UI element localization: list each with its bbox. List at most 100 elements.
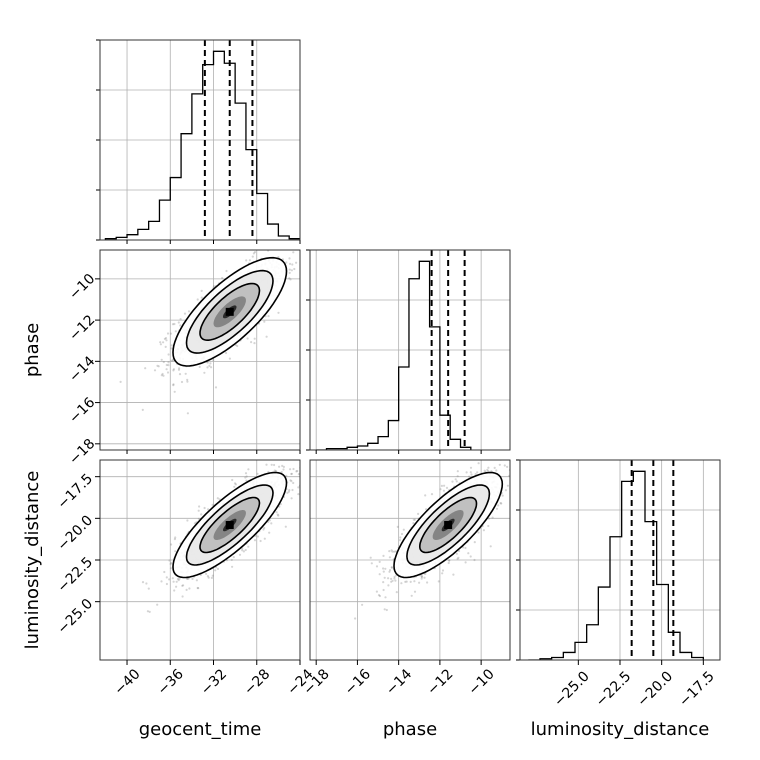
x-tick-label-phase: −10 — [465, 666, 497, 698]
panel-frame — [309, 459, 511, 661]
scatter-point — [234, 483, 237, 486]
scatter-point — [457, 556, 460, 559]
scatter-point — [245, 259, 248, 262]
scatter-point — [186, 577, 190, 580]
scatter-point — [491, 516, 494, 519]
scatter-point — [244, 548, 247, 552]
scatter-point — [278, 465, 281, 468]
scatter-point — [188, 587, 191, 590]
scatter-point — [315, 242, 317, 244]
scatter-point — [442, 489, 445, 492]
scatter-point — [473, 558, 476, 562]
scatter-point — [209, 362, 212, 365]
hist-panel-luminosity_distance — [516, 459, 721, 661]
scatter-point — [270, 522, 273, 525]
scatter-point — [179, 318, 182, 321]
scatter-point — [375, 565, 379, 568]
x-tick-label-geocent_time: −36 — [155, 666, 187, 698]
scatter-point — [197, 587, 200, 590]
scatter-point — [482, 529, 485, 532]
scatter-point — [171, 577, 174, 580]
scatter-point — [178, 577, 181, 580]
scatter-point — [387, 577, 390, 580]
scatter-point — [266, 245, 268, 247]
scatter-point — [256, 535, 260, 538]
scatter-point — [253, 337, 256, 340]
scatter-point — [493, 466, 496, 469]
scatter-point — [182, 584, 185, 587]
scatter-point — [252, 252, 255, 255]
scatter-point — [169, 567, 172, 570]
panel-geocent_time-vs-luminosity_distance — [99, 454, 308, 661]
contour-line-2 — [199, 496, 261, 554]
scatter-point — [207, 508, 210, 511]
scatter-point — [170, 347, 173, 350]
scatter-point — [253, 342, 256, 345]
scatter-point — [447, 561, 450, 565]
scatter-point — [281, 464, 284, 467]
contour-line-1 — [406, 484, 491, 566]
scatter-point — [277, 256, 280, 259]
scatter-point — [228, 357, 231, 360]
scatter-point — [304, 270, 306, 272]
scatter-point — [412, 518, 415, 521]
scatter-point — [164, 337, 168, 340]
scatter-point — [169, 562, 172, 566]
scatter-point — [383, 608, 386, 611]
scatter-point — [248, 259, 251, 262]
x-tick-label-geocent_time: −32 — [198, 666, 230, 698]
scatter-point — [178, 373, 182, 376]
scatter-point — [208, 364, 211, 367]
scatter-point — [282, 465, 285, 468]
scatter-point — [292, 467, 295, 471]
scatter-point — [439, 488, 442, 491]
scatter-point — [506, 465, 509, 468]
scatter-point — [170, 359, 173, 362]
scatter-point — [167, 364, 170, 367]
x-tick-label-geocent_time: −28 — [241, 666, 273, 698]
scatter-point — [306, 468, 308, 470]
scatter-point — [399, 536, 402, 539]
x-tick-label-phase: −12 — [424, 666, 456, 698]
contour-line-1 — [185, 484, 274, 566]
scatter-point — [225, 269, 228, 273]
scatter-point — [389, 569, 392, 572]
x-tick-label-luminosity_distance: −22.5 — [593, 668, 635, 710]
scatter-point — [160, 580, 163, 583]
scatter-point — [251, 255, 254, 258]
scatter-point — [288, 489, 291, 492]
scatter-point — [263, 320, 266, 323]
y-tick-label-phase: −12 — [66, 312, 98, 344]
scatter-point — [198, 505, 201, 508]
scatter-point — [297, 486, 300, 489]
scatter-point — [287, 490, 290, 493]
scatter-point — [354, 617, 357, 620]
scatter-point — [451, 480, 454, 483]
scatter-point — [277, 311, 280, 314]
scatter-point — [477, 531, 480, 534]
scatter-point — [214, 569, 217, 572]
x-axis-label-geocent_time: geocent_time — [139, 719, 262, 740]
x-axis-label-luminosity_distance: luminosity_distance — [531, 719, 710, 740]
scatter-point — [231, 478, 234, 482]
scatter-point — [262, 528, 265, 531]
scatter-point — [464, 561, 467, 564]
scatter-point — [253, 251, 257, 254]
scatter-point — [282, 247, 284, 249]
scatter-point — [394, 579, 397, 582]
scatter-point — [244, 472, 248, 475]
scatter-point — [186, 519, 189, 522]
histogram-luminosity_distance — [528, 470, 704, 660]
scatter-point — [216, 497, 219, 500]
scatter-point — [291, 263, 294, 266]
scatter-point — [174, 536, 177, 539]
scatter-point — [264, 454, 266, 456]
scatter-point — [159, 343, 162, 346]
scatter-point — [265, 335, 268, 338]
scatter-point — [241, 549, 244, 552]
scatter-point — [288, 262, 292, 265]
scatter-point — [246, 337, 249, 340]
scatter-point — [495, 507, 499, 510]
scatter-point — [177, 579, 180, 582]
scatter-point — [391, 579, 394, 582]
